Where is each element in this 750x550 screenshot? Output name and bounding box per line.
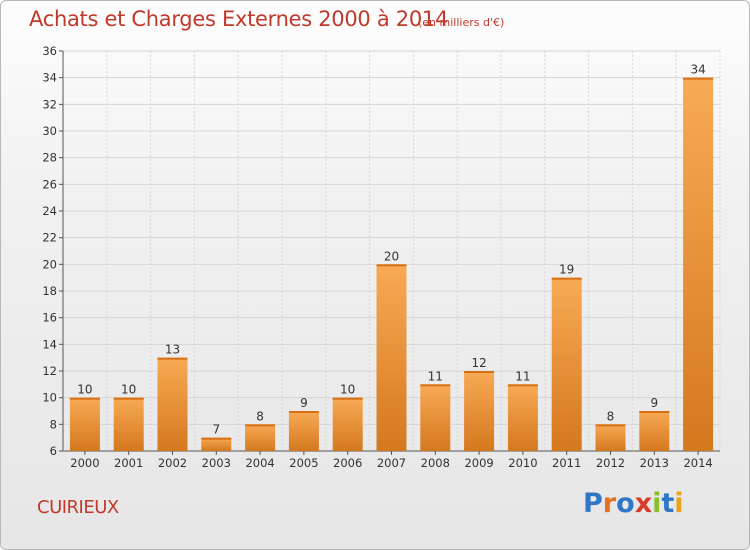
- bar-2001: [113, 397, 144, 451]
- data-label-2014: 34: [690, 63, 705, 77]
- bar-2012: [595, 424, 626, 451]
- data-label-2011: 19: [559, 263, 574, 277]
- bar-top-edge: [639, 411, 670, 413]
- bar-top-edge: [69, 397, 100, 400]
- commune-name: CUIRIEUX: [37, 497, 119, 518]
- bar-2009: [464, 371, 495, 451]
- bar-2008: [420, 384, 451, 451]
- bar-2014: [683, 77, 714, 452]
- bar-top-edge: [288, 411, 319, 413]
- x-tick-label-2014: 2014: [683, 456, 712, 470]
- x-tick-label-2004: 2004: [245, 456, 274, 470]
- data-label-2006: 10: [340, 383, 355, 397]
- y-tick-label: 22: [42, 231, 57, 245]
- data-label-2009: 12: [471, 356, 486, 370]
- data-label-2004: 8: [256, 409, 264, 423]
- data-label-2005: 9: [300, 396, 308, 410]
- logo-letter: i: [674, 488, 684, 519]
- bar-top-edge: [113, 397, 144, 400]
- bar-top-edge: [376, 264, 407, 267]
- y-tick-label: 32: [42, 97, 57, 111]
- data-label-2008: 11: [428, 369, 443, 383]
- bar-top-edge: [420, 384, 451, 387]
- bar-top-edge: [201, 437, 232, 440]
- x-tick-label-2003: 2003: [202, 456, 231, 470]
- logo-letter: i: [652, 488, 662, 519]
- logo-letter: P: [583, 488, 603, 519]
- bar-2003: [201, 437, 232, 451]
- data-label-2000: 10: [77, 383, 92, 397]
- y-tick-label: 28: [42, 151, 57, 165]
- data-label-2001: 10: [121, 383, 136, 397]
- y-tick-label: 6: [50, 444, 57, 458]
- y-tick-label: 26: [42, 177, 57, 191]
- y-tick-label: 36: [42, 44, 57, 58]
- logo-letter: x: [634, 488, 653, 519]
- x-tick-label-2000: 2000: [70, 456, 99, 470]
- bar-2013: [639, 411, 670, 451]
- x-tick-label-2009: 2009: [464, 456, 493, 470]
- bar-top-edge: [507, 384, 538, 387]
- y-tick-label: 24: [42, 204, 57, 218]
- bar-2004: [245, 424, 276, 451]
- x-tick-label-2002: 2002: [158, 456, 187, 470]
- y-tick-label: 30: [42, 124, 57, 138]
- y-tick-label: 12: [42, 364, 57, 378]
- y-tick-label: 20: [42, 257, 57, 271]
- bar-2000: [69, 397, 100, 451]
- bar-top-edge: [551, 277, 582, 280]
- x-tick-label-2013: 2013: [640, 456, 669, 470]
- data-label-2010: 11: [515, 369, 530, 383]
- bar-2006: [332, 397, 363, 451]
- bar-top-edge: [245, 424, 276, 427]
- logo-letter: t: [661, 488, 675, 519]
- logo-letter: o: [616, 488, 635, 519]
- x-tick-label-2011: 2011: [552, 456, 581, 470]
- bar-2011: [551, 277, 582, 451]
- y-tick-label: 34: [42, 71, 57, 85]
- bar-2005: [288, 411, 319, 451]
- x-tick-label-2010: 2010: [508, 456, 537, 470]
- bar-top-edge: [332, 397, 363, 400]
- x-tick-label-2008: 2008: [421, 456, 450, 470]
- proxiti-logo[interactable]: Proxiti: [583, 488, 684, 519]
- x-tick-label-2012: 2012: [596, 456, 625, 470]
- chart-unit: (en milliers d'€): [418, 16, 505, 29]
- bar-2007: [376, 264, 407, 451]
- bar-2010: [507, 384, 538, 451]
- data-label-2002: 13: [165, 343, 180, 357]
- data-label-2013: 9: [650, 396, 658, 410]
- y-tick-label: 10: [42, 391, 57, 405]
- data-label-2012: 8: [607, 409, 615, 423]
- bar-top-edge: [157, 357, 188, 360]
- x-tick-label-2001: 2001: [114, 456, 143, 470]
- bar-2002: [157, 357, 188, 451]
- x-tick-label-2006: 2006: [333, 456, 362, 470]
- data-label-2003: 7: [212, 423, 220, 437]
- chart-title: Achats et Charges Externes 2000 à 2014: [29, 7, 449, 31]
- bar-top-edge: [595, 424, 626, 427]
- bar-top-edge: [464, 371, 495, 373]
- x-tick-label-2007: 2007: [377, 456, 406, 470]
- y-tick-label: 16: [42, 311, 57, 325]
- x-tick-label-2005: 2005: [289, 456, 318, 470]
- logo-letter: r: [602, 488, 617, 519]
- y-tick-label: 8: [50, 417, 57, 431]
- y-tick-label: 18: [42, 284, 57, 298]
- bar-top-edge: [683, 77, 714, 80]
- data-label-2007: 20: [384, 249, 399, 263]
- y-tick-label: 14: [42, 337, 57, 351]
